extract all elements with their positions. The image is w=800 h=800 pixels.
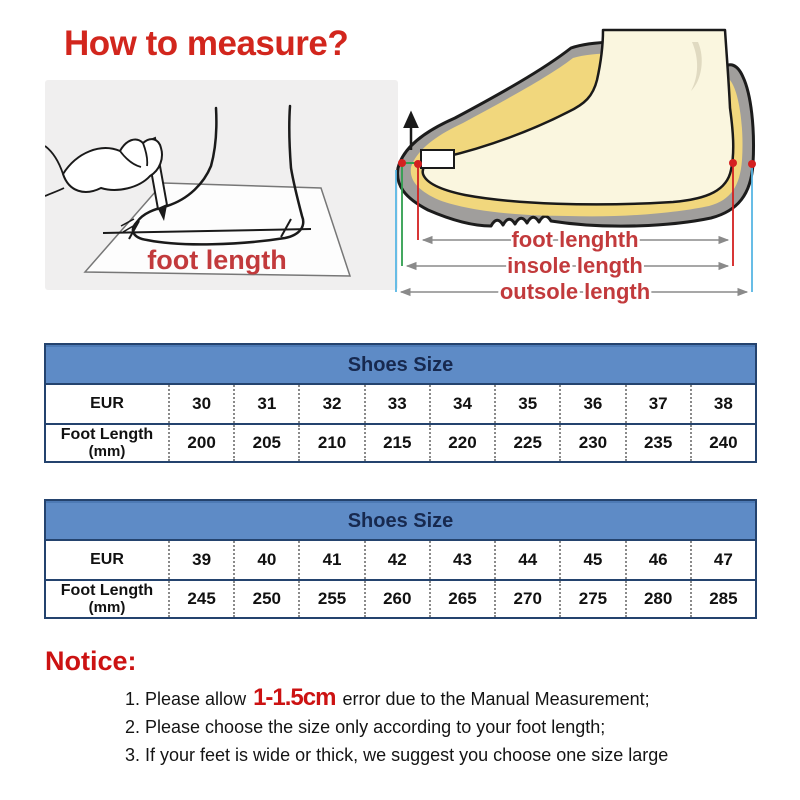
length-cell: 265 — [428, 581, 494, 617]
size-cell: 43 — [428, 541, 494, 579]
length-cell: 275 — [559, 581, 624, 617]
foot-outline — [131, 104, 305, 246]
measure-points — [398, 159, 756, 168]
row-label-eur: EUR — [90, 394, 124, 412]
size-table-eur-39-47: Shoes Size EUR 39 40 41 42 43 44 45 46 4… — [44, 499, 757, 619]
size-cell: 45 — [559, 541, 624, 579]
length-cell: 260 — [363, 581, 429, 617]
length-cell: 270 — [494, 581, 559, 617]
size-cell: 44 — [494, 541, 559, 579]
length-cell: 220 — [428, 425, 494, 461]
notice-item-1: 1. Please allow 1-1.5cm error due to the… — [125, 684, 650, 711]
size-cell: 35 — [494, 385, 559, 423]
table-title: Shoes Size — [46, 345, 755, 385]
insole-length-dimension-label: insole length — [507, 253, 643, 278]
hand-with-pen — [45, 136, 169, 221]
pen-trace-marks — [120, 218, 136, 233]
foot-tracing-illustration: foot length — [45, 80, 398, 290]
table-row-eur: EUR 30 31 32 33 34 35 36 37 38 — [46, 385, 755, 423]
size-table-eur-30-38: Shoes Size EUR 30 31 32 33 34 35 36 37 3… — [44, 343, 757, 463]
length-cell: 230 — [559, 425, 624, 461]
length-cell: 285 — [689, 581, 755, 617]
shoe-cross-section-illustration: foot lenghth insole length outsole lengt… — [395, 28, 756, 307]
length-cell: 280 — [624, 581, 690, 617]
paper-sheet — [83, 182, 352, 277]
toe-allowance-gap — [420, 149, 455, 169]
tolerance-highlight: 1-1.5cm — [253, 684, 336, 711]
size-cell: 33 — [363, 385, 429, 423]
table-row-foot-length: Foot Length (mm) 245 250 255 260 265 270… — [46, 579, 755, 617]
length-cell: 240 — [689, 425, 755, 461]
length-cell: 205 — [233, 425, 298, 461]
length-cell: 255 — [298, 581, 363, 617]
row-label-eur: EUR — [90, 550, 124, 568]
length-cell: 210 — [298, 425, 363, 461]
size-cell: 37 — [624, 385, 690, 423]
size-cell: 41 — [298, 541, 363, 579]
notice-list: 1. Please allow 1-1.5cm error due to the… — [125, 684, 765, 770]
notice-heading: Notice: — [45, 646, 137, 676]
notice-item-3: 3. If your feet is wide or thick, we sug… — [125, 745, 669, 765]
size-cell: 46 — [624, 541, 690, 579]
foot-in-shoe — [421, 28, 735, 206]
size-cell: 31 — [233, 385, 298, 423]
size-cell: 42 — [363, 541, 429, 579]
dimension-arrows — [399, 235, 749, 297]
foot-length-label: foot length — [147, 245, 286, 275]
row-label-foot-length: Foot Length (mm) — [60, 425, 154, 460]
foot-length-dimension-label: foot lenghth — [511, 227, 638, 252]
size-cell: 47 — [689, 541, 755, 579]
size-cell: 36 — [559, 385, 624, 423]
leg-shading-crescent — [691, 42, 702, 91]
table-title: Shoes Size — [46, 501, 755, 541]
size-cell: 40 — [233, 541, 298, 579]
length-cell: 215 — [363, 425, 429, 461]
length-cell: 225 — [494, 425, 559, 461]
outsole-length-dimension-label: outsole length — [500, 279, 650, 304]
table-row-foot-length: Foot Length (mm) 200 205 210 215 220 225… — [46, 423, 755, 461]
length-cell: 245 — [168, 581, 233, 617]
size-cell: 38 — [689, 385, 755, 423]
table-row-eur: EUR 39 40 41 42 43 44 45 46 47 — [46, 541, 755, 579]
measure-guide-lines — [395, 162, 753, 292]
notice-item-2: 2. Please choose the size only according… — [125, 717, 606, 737]
length-cell: 235 — [624, 425, 690, 461]
length-cell: 250 — [233, 581, 298, 617]
size-cell: 32 — [298, 385, 363, 423]
row-label-foot-length: Foot Length (mm) — [60, 581, 154, 616]
size-cell: 34 — [428, 385, 494, 423]
length-cell: 200 — [168, 425, 233, 461]
size-cell: 30 — [168, 385, 233, 423]
size-cell: 39 — [168, 541, 233, 579]
page-title: How to measure? — [64, 24, 349, 63]
